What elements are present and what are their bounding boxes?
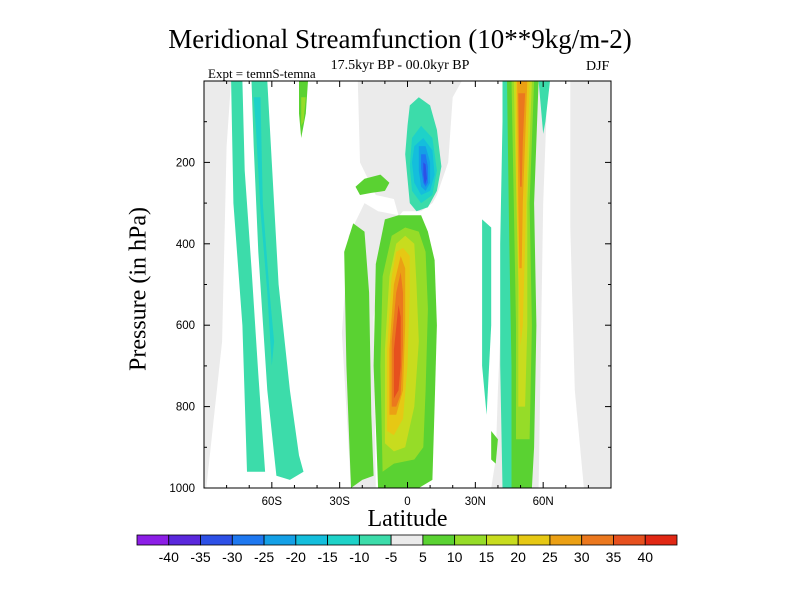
colorbar-box xyxy=(327,534,360,546)
chart-subtitle: 17.5kyr BP - 00.0kyr BP xyxy=(330,58,470,73)
colorbar-label: -40 xyxy=(159,549,179,565)
colorbar-label: -10 xyxy=(349,549,369,565)
colorbar-box xyxy=(517,534,551,546)
contour-region-33 xyxy=(323,121,331,159)
colorbar-box xyxy=(422,534,456,546)
colorbar-box xyxy=(263,534,297,546)
colorbar-box xyxy=(200,534,233,546)
colorbar-label: -30 xyxy=(222,549,242,565)
colorbar-label: 5 xyxy=(419,549,427,565)
colorbar-box xyxy=(358,534,392,546)
contour-fills xyxy=(206,81,584,488)
contour-region-4 xyxy=(251,81,304,480)
colorbar-box xyxy=(581,534,614,546)
experiment-label: Expt = temnS-temna xyxy=(208,66,316,81)
colorbar-box xyxy=(613,534,646,546)
colorbar-box xyxy=(486,534,519,546)
colorbar-label: -25 xyxy=(254,549,274,565)
colorbar-label: -20 xyxy=(286,549,306,565)
colorbar-label: 40 xyxy=(637,549,653,565)
colorbar-box xyxy=(454,534,487,546)
colorbar-label: 25 xyxy=(542,549,558,565)
contour-region-3 xyxy=(231,81,266,472)
x-tick-label: 60N xyxy=(533,496,554,508)
colorbar-label: -35 xyxy=(190,549,210,565)
contour-region-30 xyxy=(538,81,550,134)
contour-region-28 xyxy=(491,431,498,464)
colorbar-label: 10 xyxy=(447,549,463,565)
x-tick-label: 0 xyxy=(404,496,410,508)
chart-title: Meridional Streamfunction (10**9kg/m-2) xyxy=(168,24,632,54)
x-tick-label: 30S xyxy=(329,496,350,508)
colorbar-box xyxy=(549,534,583,546)
colorbar-label: -15 xyxy=(317,549,337,565)
contour-region-5 xyxy=(253,97,275,366)
contour-region-19 xyxy=(423,162,427,185)
colorbar-box xyxy=(390,534,424,546)
colorbar-label: 35 xyxy=(606,549,622,565)
colorbar-box xyxy=(231,534,265,546)
colorbar-label: -5 xyxy=(385,549,398,565)
colorbar-label: 15 xyxy=(479,549,495,565)
contour-region-27 xyxy=(518,93,526,187)
contour-region-6 xyxy=(344,223,374,488)
colorbar-box xyxy=(168,534,201,546)
contour-region-29 xyxy=(482,219,492,415)
colorbar-box xyxy=(295,534,328,546)
y-tick-label: 200 xyxy=(176,157,195,169)
y-tick-label: 400 xyxy=(176,239,195,251)
season-label: DJF xyxy=(586,59,610,74)
x-tick-label: 30N xyxy=(465,496,486,508)
colorbar-label: 30 xyxy=(574,549,590,565)
contour-region-32 xyxy=(301,97,306,126)
contour-region-20 xyxy=(355,174,390,195)
x-tick-label: 60S xyxy=(262,496,283,508)
contour-region-2 xyxy=(538,81,584,488)
y-tick-label: 1000 xyxy=(169,483,195,495)
colorbar-label: 20 xyxy=(510,549,526,565)
colorbar-box xyxy=(136,534,170,546)
y-tick-label: 800 xyxy=(176,402,195,414)
colorbar-box xyxy=(644,534,678,546)
contour-region-13 xyxy=(393,304,401,399)
y-tick-label: 600 xyxy=(176,320,195,332)
x-axis-label: Latitude xyxy=(367,506,448,532)
